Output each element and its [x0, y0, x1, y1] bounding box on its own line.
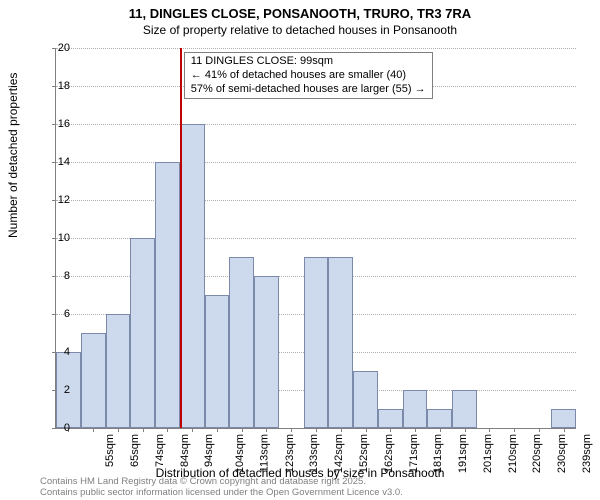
- histogram-bar: [229, 257, 254, 428]
- xtick-mark: [514, 428, 515, 432]
- histogram-bar: [205, 295, 230, 428]
- histogram-bar: [427, 409, 452, 428]
- xtick-mark: [539, 428, 540, 432]
- ytick-label: 14: [40, 156, 70, 168]
- xtick-label: 55sqm: [104, 434, 116, 467]
- annotation-box: 11 DINGLES CLOSE: 99sqm← 41% of detached…: [184, 52, 433, 99]
- ytick-label: 16: [40, 118, 70, 130]
- histogram-bar: [130, 238, 155, 428]
- xtick-mark: [440, 428, 441, 432]
- gridline: [56, 124, 576, 125]
- ytick-label: 2: [40, 384, 70, 396]
- ytick-label: 10: [40, 232, 70, 244]
- xtick-mark: [167, 428, 168, 432]
- xtick-mark: [366, 428, 367, 432]
- title-main: 11, DINGLES CLOSE, PONSANOOTH, TRURO, TR…: [0, 6, 600, 21]
- footer-line1: Contains HM Land Registry data © Crown c…: [40, 477, 403, 487]
- chart-container: 11, DINGLES CLOSE, PONSANOOTH, TRURO, TR…: [0, 0, 600, 500]
- gridline: [56, 162, 576, 163]
- histogram-bar: [403, 390, 428, 428]
- marker-line: [180, 48, 182, 428]
- histogram-bar: [155, 162, 180, 428]
- title-block: 11, DINGLES CLOSE, PONSANOOTH, TRURO, TR…: [0, 6, 600, 37]
- xtick-mark: [489, 428, 490, 432]
- xtick-mark: [291, 428, 292, 432]
- ytick-label: 12: [40, 194, 70, 206]
- ytick-label: 8: [40, 270, 70, 282]
- xtick-label: 94sqm: [203, 434, 215, 467]
- xtick-mark: [192, 428, 193, 432]
- xtick-mark: [266, 428, 267, 432]
- xtick-mark: [242, 428, 243, 432]
- histogram-bar: [254, 276, 279, 428]
- xtick-mark: [93, 428, 94, 432]
- xtick-mark: [217, 428, 218, 432]
- footer: Contains HM Land Registry data © Crown c…: [40, 477, 403, 498]
- xtick-mark: [465, 428, 466, 432]
- xtick-mark: [118, 428, 119, 432]
- xtick-mark: [341, 428, 342, 432]
- histogram-bar: [304, 257, 329, 428]
- histogram-bar: [452, 390, 477, 428]
- ytick-label: 18: [40, 80, 70, 92]
- histogram-bar: [180, 124, 205, 428]
- xtick-label: 65sqm: [129, 434, 141, 467]
- y-axis-label: Number of detached properties: [6, 73, 20, 238]
- ytick-label: 0: [40, 422, 70, 434]
- xtick-mark: [143, 428, 144, 432]
- histogram-bar: [81, 333, 106, 428]
- gridline: [56, 200, 576, 201]
- xtick-mark: [316, 428, 317, 432]
- annotation-line: 57% of semi-detached houses are larger (…: [191, 83, 426, 97]
- ytick-label: 20: [40, 42, 70, 54]
- ytick-label: 4: [40, 346, 70, 358]
- histogram-bar: [378, 409, 403, 428]
- xtick-label: 84sqm: [179, 434, 191, 467]
- gridline: [56, 48, 576, 49]
- plot-area: 11 DINGLES CLOSE: 99sqm← 41% of detached…: [55, 48, 576, 429]
- histogram-bar: [328, 257, 353, 428]
- histogram-bar: [353, 371, 378, 428]
- xtick-mark: [390, 428, 391, 432]
- xtick-label: 74sqm: [154, 434, 166, 467]
- histogram-bar: [551, 409, 576, 428]
- annotation-line: ← 41% of detached houses are smaller (40…: [191, 69, 426, 83]
- histogram-bar: [106, 314, 131, 428]
- annotation-line: 11 DINGLES CLOSE: 99sqm: [191, 55, 426, 69]
- footer-line2: Contains public sector information licen…: [40, 488, 403, 498]
- xtick-mark: [564, 428, 565, 432]
- xtick-mark: [415, 428, 416, 432]
- ytick-label: 6: [40, 308, 70, 320]
- title-sub: Size of property relative to detached ho…: [0, 23, 600, 37]
